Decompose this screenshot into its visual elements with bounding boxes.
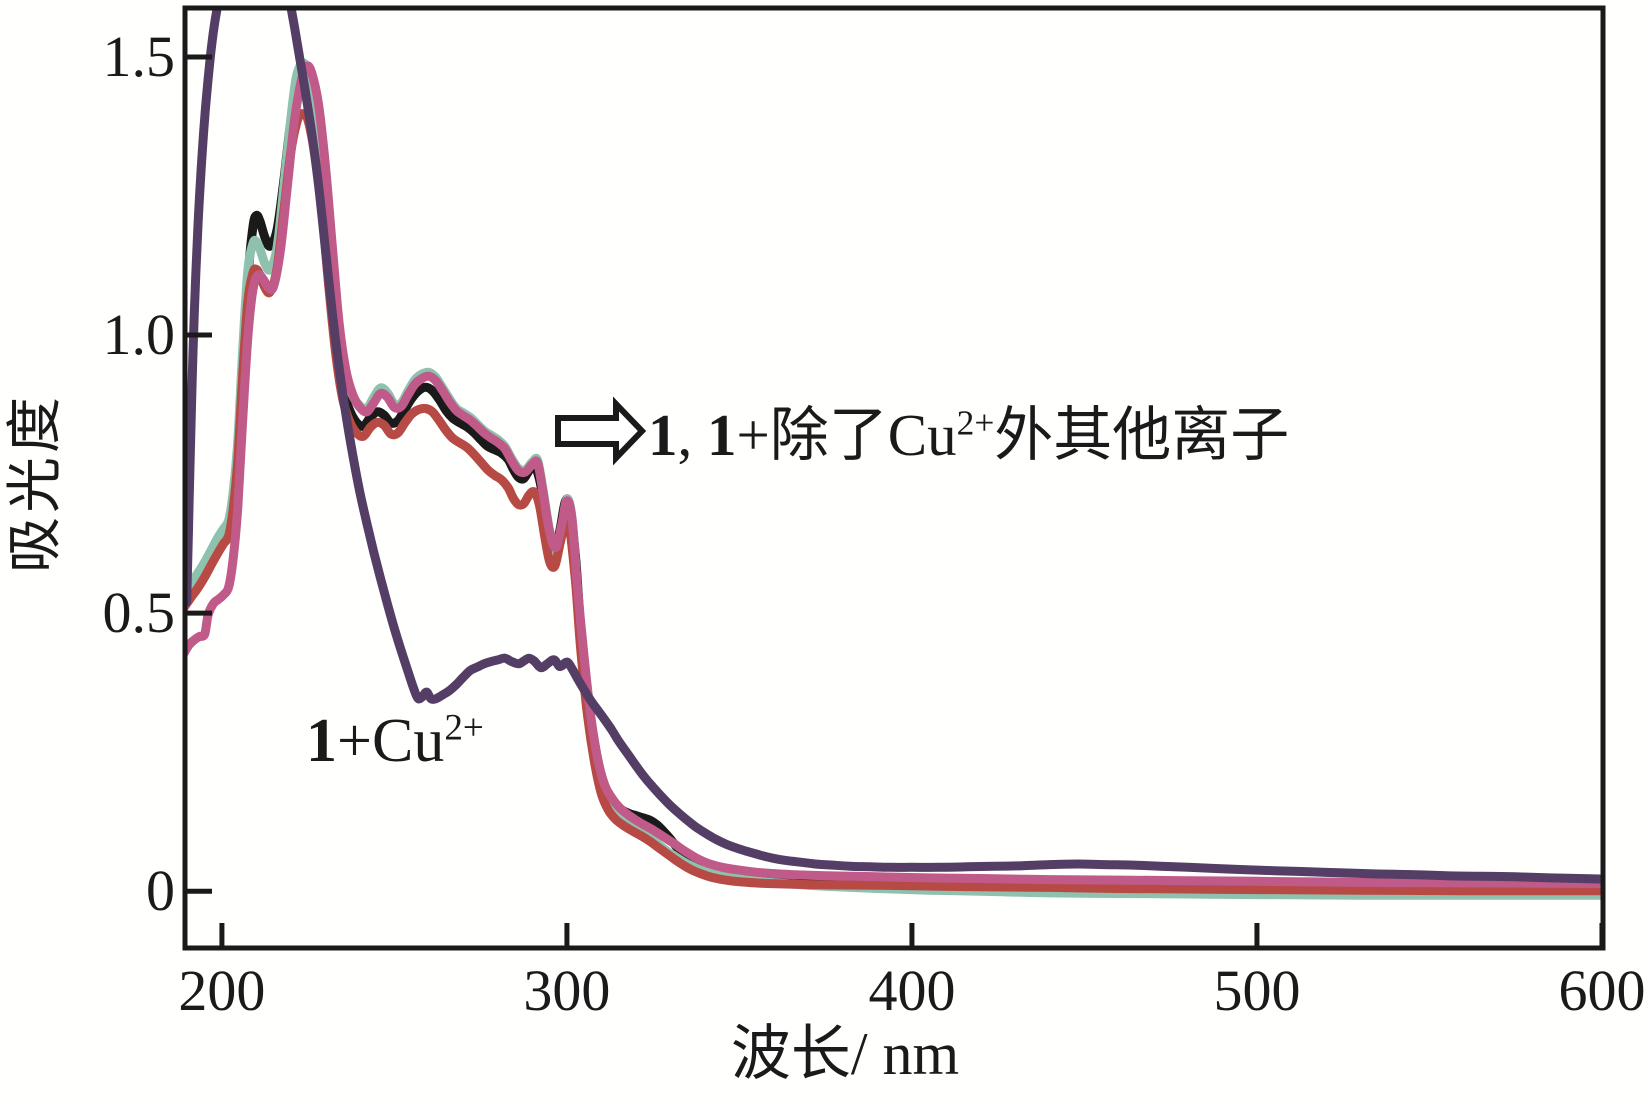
curve-4-1-ion-pink- — [187, 61, 1601, 888]
right-block-arrow-icon — [555, 396, 647, 466]
annotation-other-ions-text: 1, 1+除了Cu2+外其他离子 — [648, 402, 1289, 468]
compound-1-bold-cu: 1 — [306, 707, 337, 775]
y-tick-label-0: 0 — [146, 858, 175, 924]
annotation-1-plus-cu-text: 1+Cu2+ — [306, 707, 484, 775]
x-axis-label: 波长/ nm — [730, 1021, 960, 1087]
spectra-curves — [187, 10, 1601, 900]
compound-1-bold: 1 — [648, 402, 678, 468]
y-tick-label-1.0: 1.0 — [102, 302, 176, 368]
annotation-tail-text: 外其他离子 — [994, 402, 1290, 468]
x-tick-label-400: 400 — [868, 958, 956, 1023]
cu-label-mid: +Cu — [337, 707, 445, 775]
compound-1-bold-2: 1 — [707, 402, 737, 468]
x-tick-label-600: 600 — [1558, 958, 1646, 1023]
y-axis-label: 吸光度 — [5, 393, 67, 573]
annotation-1-plus-cu: 1+Cu2+ — [306, 703, 484, 781]
y-tick-label-1.5: 1.5 — [102, 23, 176, 89]
curve-5-1-cu2- — [187, 10, 1601, 884]
plot-frame — [182, 5, 1606, 951]
x-tick-label-300: 300 — [523, 958, 611, 1023]
cu-label-superscript: 2+ — [444, 707, 484, 749]
plot-frame-and-ticks — [182, 5, 1606, 951]
x-tick-label-200: 200 — [178, 958, 266, 1023]
annotation-separator: , — [677, 402, 707, 468]
y-tick-label-0.5: 0.5 — [102, 580, 176, 646]
annotation-mid-text: +除了Cu — [736, 402, 957, 468]
x-tick-label-500: 500 — [1213, 958, 1301, 1023]
cu-charge-superscript: 2+ — [956, 402, 995, 443]
annotation-other-ions: 1, 1+除了Cu2+外其他离子 — [648, 399, 1289, 473]
